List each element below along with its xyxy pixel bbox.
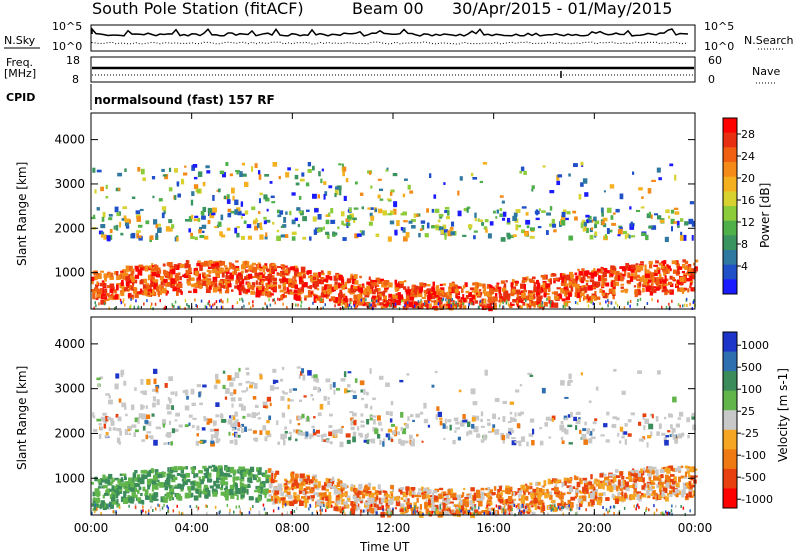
x-tick-label: 04:00 (174, 521, 209, 535)
x-tick-label: 20:00 (577, 521, 612, 535)
power-colorbar-label: Power [dB] (758, 183, 772, 248)
colorbar-swatch (723, 449, 737, 469)
y-tick-label: 4000 (54, 337, 85, 351)
colorbar-swatch (723, 118, 737, 133)
y-tick-label: 3000 (54, 177, 85, 191)
colorbar-tick-label: -100 (741, 449, 766, 462)
colorbar-tick-label: 28 (741, 128, 755, 141)
colorbar-tick-label: 100 (741, 383, 762, 396)
colorbar-swatch (723, 191, 737, 206)
freq-tick-low: 8 (72, 73, 79, 86)
nave-tick-low: 0 (708, 73, 715, 86)
colorbar-tick-label: 4 (741, 260, 748, 273)
colorbar-swatch (723, 410, 737, 430)
colorbar-tick-label: -500 (741, 471, 766, 484)
colorbar-swatch (723, 352, 737, 372)
colorbar-swatch (723, 391, 737, 411)
y-tick-label: 2000 (54, 426, 85, 440)
x-tick-label: 00:00 (678, 521, 713, 535)
colorbar-tick-label: 16 (741, 194, 755, 207)
power-ylabel: Slant Range [km] (15, 162, 29, 266)
colorbar-swatch (723, 265, 737, 280)
colorbar-tick-label: 500 (741, 361, 762, 374)
y-tick-label: 3000 (54, 382, 85, 396)
cpid-panel: CPID normalsound (fast) 157 RF (6, 84, 275, 110)
colorbar-tick-label: 1000 (741, 339, 769, 352)
colorbar-swatch (723, 133, 737, 148)
cpid-label: CPID (6, 91, 35, 104)
colorbar-swatch (723, 279, 737, 294)
colorbar-swatch (723, 221, 737, 236)
colorbar-swatch (723, 206, 737, 221)
cpid-value: normalsound (fast) 157 RF (94, 93, 275, 107)
station-title: South Pole Station (fitACF) (92, 0, 304, 18)
noise-tick-low-left: 10^0 (52, 40, 82, 53)
colorbar-swatch (723, 177, 737, 192)
y-tick-label: 2000 (54, 221, 85, 235)
colorbar-tick-label: 20 (741, 172, 755, 185)
colorbar-swatch (723, 235, 737, 250)
y-tick-label: 1000 (54, 266, 85, 280)
freq-panel: Freq. [MHz] 18 8 60 0 Nave (4, 54, 780, 86)
colorbar-swatch (723, 162, 737, 177)
velocity-colorbar-label: Velocity [m s-1] (776, 368, 790, 462)
date-range: 30/Apr/2015 - 01/May/2015 (452, 0, 672, 18)
beam-label: Beam 00 (352, 0, 424, 18)
x-tick-label: 08:00 (275, 521, 310, 535)
x-tick-label: 12:00 (376, 521, 411, 535)
colorbar-tick-label: 24 (741, 150, 755, 163)
noise-tick-high-right: 10^5 (704, 20, 734, 33)
colorbar-tick-label: -1000 (741, 493, 773, 506)
x-tick-label: 00:00 (74, 521, 109, 535)
power-panel: 1000 2000 3000 4000 Slant Range [km] 28 24 20… (15, 113, 772, 311)
noise-tick-low-right: 10^0 (704, 40, 734, 53)
colorbar-swatch (723, 332, 737, 352)
nave-tick-high: 60 (708, 54, 722, 67)
noise-tick-high-left: 10^5 (52, 20, 82, 33)
colorbar-swatch (723, 371, 737, 391)
colorbar-swatch (723, 430, 737, 450)
freq-tick-high: 18 (66, 54, 80, 67)
colorbar-tick-label: 25 (741, 405, 755, 418)
nave-label: Nave (752, 65, 780, 78)
x-tick-label: 16:00 (476, 521, 511, 535)
y-tick-label: 1000 (54, 471, 85, 485)
nsky-label: N.Sky (4, 34, 36, 47)
colorbar-tick-label: 12 (741, 216, 755, 229)
colorbar-swatch (723, 488, 737, 508)
y-tick-label: 4000 (54, 133, 85, 147)
colorbar-swatch (723, 250, 737, 265)
noise-panel: N.Sky 10^5 10^0 10^5 10^0 N.Search (4, 20, 794, 53)
freq-unit: [MHz] (4, 67, 36, 80)
colorbar-swatch (723, 469, 737, 489)
colorbar-swatch (723, 147, 737, 162)
colorbar-tick-label: -25 (741, 427, 759, 440)
x-axis-label: Time UT (359, 540, 410, 554)
velocity-panel: 00:00 04:00 08:00 12:00 16:00 20:00 00:00 1000 2… (15, 317, 790, 554)
velocity-ylabel: Slant Range [km] (15, 366, 29, 470)
nsearch-label: N.Search (744, 34, 794, 47)
colorbar-tick-label: 8 (741, 238, 748, 251)
